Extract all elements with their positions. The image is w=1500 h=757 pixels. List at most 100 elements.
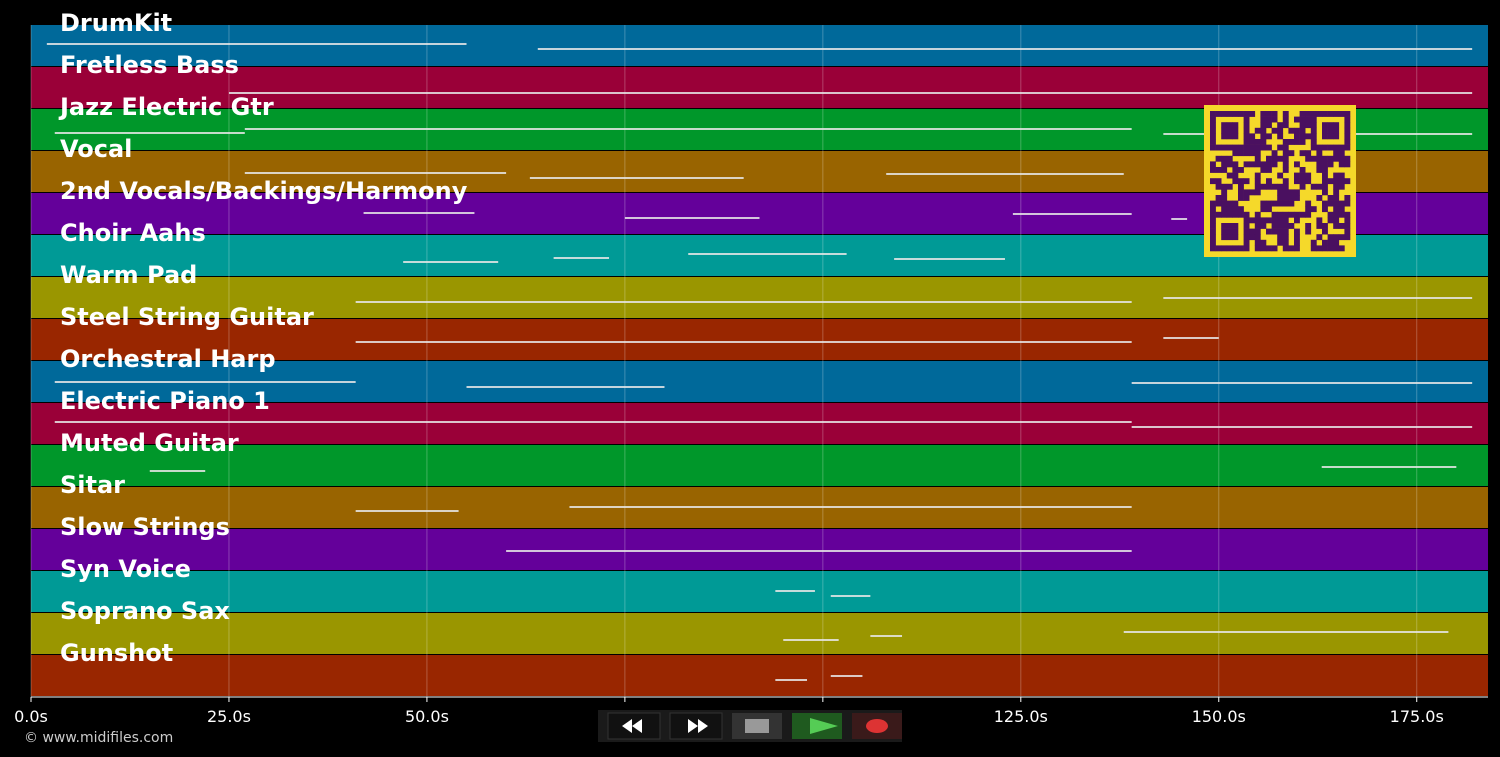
qr-cell — [1215, 200, 1222, 207]
qr-cell — [1333, 223, 1340, 229]
track-lane — [31, 571, 1488, 612]
qr-cell — [1333, 178, 1340, 185]
qr-cell — [1249, 217, 1256, 224]
qr-cell — [1322, 239, 1328, 246]
qr-cell — [1338, 223, 1345, 229]
qr-cell — [1338, 211, 1345, 218]
qr-cell — [1333, 144, 1340, 151]
qr-cell — [1310, 206, 1317, 213]
qr-cell — [1333, 189, 1340, 196]
qr-cell — [1310, 122, 1317, 129]
qr-cell — [1243, 139, 1250, 145]
qr-cell — [1243, 178, 1250, 185]
qr-cell — [1271, 228, 1278, 235]
qr-cell — [1243, 228, 1250, 235]
qr-cell — [1333, 133, 1340, 140]
qr-cell — [1288, 150, 1295, 157]
qr-cell — [1260, 133, 1267, 140]
qr-cell — [1271, 155, 1278, 162]
qr-cell — [1232, 144, 1239, 151]
qr-cell — [1333, 183, 1340, 190]
rewind-button[interactable] — [607, 712, 661, 740]
qr-cell — [1294, 189, 1300, 196]
qr-cell — [1226, 223, 1233, 229]
qr-cell — [1266, 144, 1272, 151]
qr-cell — [1254, 217, 1261, 224]
qr-cell — [1266, 133, 1272, 140]
qr-cell — [1322, 144, 1328, 151]
qr-cell — [1282, 155, 1289, 162]
qr-cell — [1282, 167, 1289, 173]
track-lane — [31, 25, 1488, 66]
qr-cell — [1294, 234, 1300, 241]
qr-cell — [1215, 211, 1222, 218]
track-label: Steel String Guitar — [60, 303, 314, 331]
play-button[interactable] — [792, 713, 842, 739]
qr-cell — [1338, 245, 1345, 252]
qr-cell — [1221, 189, 1228, 196]
qr-cell — [1282, 150, 1289, 157]
qr-cell — [1254, 178, 1261, 185]
qr-cell — [1344, 155, 1351, 162]
qr-cell — [1254, 239, 1261, 246]
qr-cell — [1344, 178, 1351, 185]
qr-cell — [1322, 245, 1328, 252]
qr-cell — [1260, 223, 1267, 229]
qr-cell — [1271, 245, 1278, 252]
qr-cell — [1266, 161, 1272, 168]
qr-cell — [1254, 150, 1261, 157]
stop-button[interactable] — [732, 713, 782, 739]
qr-cell — [1327, 127, 1334, 134]
qr-cell — [1316, 217, 1323, 224]
qr-cell — [1232, 111, 1239, 117]
record-button[interactable] — [852, 713, 902, 739]
qr-cell — [1243, 144, 1250, 151]
qr-cell — [1327, 211, 1334, 218]
qr-cell — [1333, 127, 1340, 134]
qr-cell — [1305, 172, 1312, 179]
copyright: © www.midifiles.com — [24, 730, 173, 746]
qr-cell — [1305, 111, 1312, 117]
qr-cell — [1238, 178, 1244, 185]
qr-cell — [1277, 133, 1284, 140]
qr-cell — [1288, 200, 1295, 207]
track-label: Muted Guitar — [60, 429, 239, 457]
qr-cell — [1305, 122, 1312, 129]
qr-cell — [1277, 144, 1284, 151]
track-lane — [31, 67, 1488, 108]
qr-cell — [1226, 111, 1233, 117]
qr-cell — [1299, 183, 1306, 190]
forward-button[interactable] — [669, 712, 723, 740]
qr-cell — [1260, 183, 1267, 190]
qr-cell — [1305, 116, 1312, 123]
qr-cell — [1238, 211, 1244, 218]
qr-cell — [1232, 122, 1239, 129]
qr-cell — [1249, 228, 1256, 235]
qr-cell — [1266, 155, 1272, 162]
qr-cell — [1316, 183, 1323, 190]
qr-cell — [1327, 234, 1334, 241]
note-segment — [1123, 631, 1449, 633]
qr-cell — [1282, 245, 1289, 252]
qr-cell — [1288, 127, 1295, 134]
qr-cell — [1333, 211, 1340, 218]
qr-cell — [1327, 122, 1334, 129]
qr-cell — [1243, 234, 1250, 241]
qr-cell — [1260, 144, 1267, 151]
track-label: Vocal — [60, 135, 132, 163]
qr-cell — [1322, 206, 1328, 213]
qr-cell — [1322, 228, 1328, 235]
qr-cell — [1238, 111, 1244, 117]
qr-cell — [1243, 211, 1250, 218]
qr-cell — [1260, 111, 1267, 117]
qr-cell — [1238, 167, 1244, 173]
note-segment — [355, 510, 459, 512]
qr-cell — [1333, 234, 1340, 241]
qr-cell — [1254, 189, 1261, 196]
qr-cell — [1310, 139, 1317, 145]
qr-cell — [1277, 211, 1284, 218]
note-segment — [1012, 213, 1132, 215]
qr-cell — [1243, 195, 1250, 201]
qr-cell — [1243, 133, 1250, 140]
